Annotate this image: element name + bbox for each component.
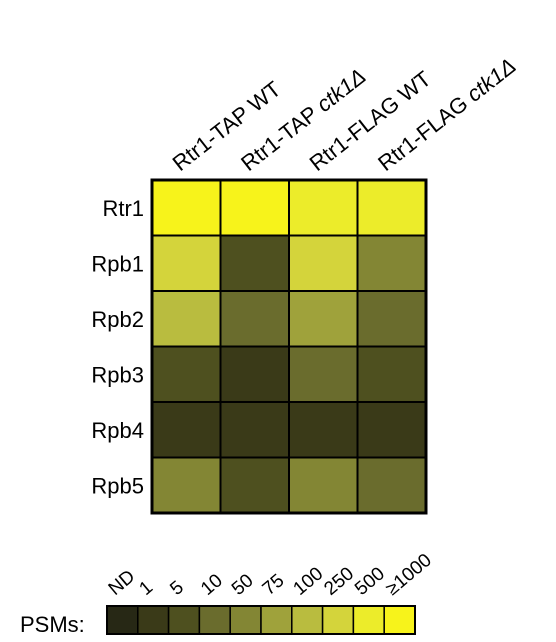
heatmap-cell (151, 179, 222, 237)
legend-swatch (291, 605, 324, 635)
heatmap-cell (288, 401, 359, 459)
legend-tick-label: 5 (166, 577, 188, 600)
legend-swatch (198, 605, 231, 635)
legend-swatch (106, 605, 139, 635)
row-label: Rpb3 (91, 362, 144, 387)
heatmap-border (150, 178, 428, 515)
legend-swatch (383, 605, 416, 635)
legend-swatch (167, 605, 201, 635)
heatmap-cell (356, 179, 427, 237)
heatmap-cell (356, 234, 427, 292)
heatmap-cell (288, 179, 359, 237)
legend-border (106, 605, 416, 635)
row-label: Rtr1 (102, 196, 144, 221)
legend-swatch (260, 605, 293, 635)
heatmap-cell (151, 290, 222, 348)
row-label: Rpb1 (91, 251, 144, 276)
heatmap-cell (219, 179, 290, 237)
legend-swatches (106, 605, 416, 635)
heatmap-cell (219, 234, 290, 292)
legend-label: PSMs: (20, 612, 85, 637)
heatmap-cell (151, 456, 222, 514)
legend-tick-label: ND (105, 566, 140, 600)
legend-tick-label: 50 (228, 570, 258, 600)
heatmap-cell (219, 345, 290, 403)
legend-swatch (137, 605, 170, 635)
legend-tick-label: 10 (197, 570, 227, 600)
row-label: Rpb2 (91, 307, 144, 332)
heatmap-cell (288, 345, 359, 403)
heatmap-cell (151, 401, 222, 459)
heatmap-cell (288, 234, 359, 292)
heatmap-cells (150, 178, 428, 515)
heatmap-cell (356, 290, 427, 348)
legend-tick-label: 75 (259, 570, 289, 600)
heatmap-cell (219, 290, 290, 348)
heatmap-cell (356, 456, 427, 514)
heatmap-cell (288, 290, 359, 348)
heatmap-cell (151, 234, 222, 292)
legend-swatch (352, 605, 385, 635)
legend-tick-label: 1 (136, 577, 158, 600)
heatmap-cell (356, 345, 427, 403)
legend-swatch (229, 605, 262, 635)
column-label-suffix: ctk1Δ (462, 53, 521, 107)
heatmap-cell (219, 456, 290, 514)
legend-tick-label: ≥1000 (382, 550, 436, 600)
heatmap-cell (288, 456, 359, 514)
legend-swatch (321, 605, 355, 635)
column-label-suffix: ctk1Δ (312, 63, 371, 117)
heatmap-cell (151, 345, 222, 403)
heatmap-cell (356, 401, 427, 459)
row-labels: Rtr1 Rpb1 Rpb2 Rpb3 Rpb4 Rpb5 (91, 196, 144, 499)
heatmap-cell (219, 401, 290, 459)
column-label: Rtr1-FLAG WT (305, 66, 436, 176)
row-label: Rpb4 (91, 418, 144, 443)
row-label: Rpb5 (91, 473, 144, 498)
